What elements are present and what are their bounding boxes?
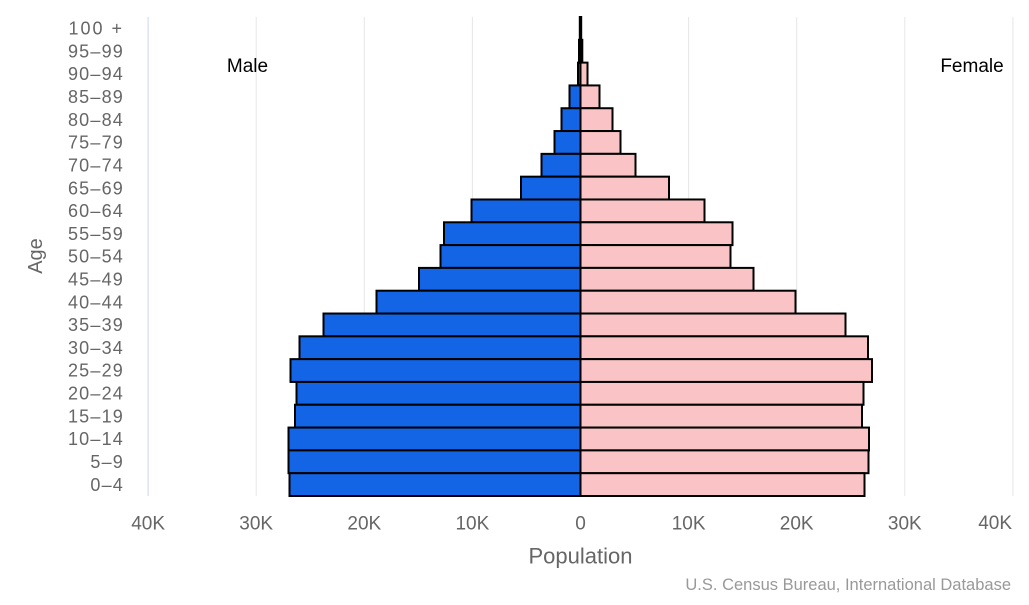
svg-text:40K: 40K	[978, 513, 1012, 534]
svg-text:30K: 30K	[888, 514, 922, 535]
svg-text:U.S. Census Bureau, Internatio: U.S. Census Bureau, International Databa…	[685, 576, 1011, 594]
svg-text:70–74: 70–74	[68, 156, 124, 176]
svg-text:30–34: 30–34	[68, 338, 124, 358]
svg-text:40K: 40K	[131, 514, 165, 535]
svg-text:60–64: 60–64	[68, 201, 124, 221]
svg-text:80–84: 80–84	[68, 110, 124, 130]
svg-text:55–59: 55–59	[68, 224, 124, 244]
svg-text:5–9: 5–9	[90, 452, 124, 472]
svg-text:85–89: 85–89	[68, 87, 124, 107]
svg-text:10K: 10K	[672, 514, 706, 535]
svg-text:100 +: 100 +	[68, 19, 124, 39]
svg-text:30K: 30K	[239, 514, 273, 535]
svg-text:15–19: 15–19	[68, 406, 124, 426]
svg-text:25–29: 25–29	[68, 361, 124, 381]
svg-text:0: 0	[575, 514, 586, 535]
svg-text:50–54: 50–54	[68, 247, 124, 267]
svg-text:75–79: 75–79	[68, 133, 124, 153]
svg-text:20K: 20K	[780, 514, 814, 535]
svg-text:Population: Population	[529, 544, 633, 569]
svg-text:45–49: 45–49	[68, 270, 124, 290]
svg-text:90–94: 90–94	[68, 64, 124, 84]
svg-text:95–99: 95–99	[68, 41, 124, 61]
svg-text:35–39: 35–39	[68, 315, 124, 335]
svg-text:Age: Age	[25, 238, 47, 274]
svg-text:10–14: 10–14	[68, 429, 124, 449]
svg-text:Female: Female	[940, 56, 1003, 77]
svg-text:10K: 10K	[455, 514, 489, 535]
svg-text:0–4: 0–4	[90, 475, 124, 495]
svg-text:65–69: 65–69	[68, 178, 124, 198]
svg-text:Male: Male	[227, 56, 268, 77]
svg-text:20–24: 20–24	[68, 384, 124, 404]
svg-text:20K: 20K	[347, 514, 381, 535]
svg-text:40–44: 40–44	[68, 292, 124, 312]
